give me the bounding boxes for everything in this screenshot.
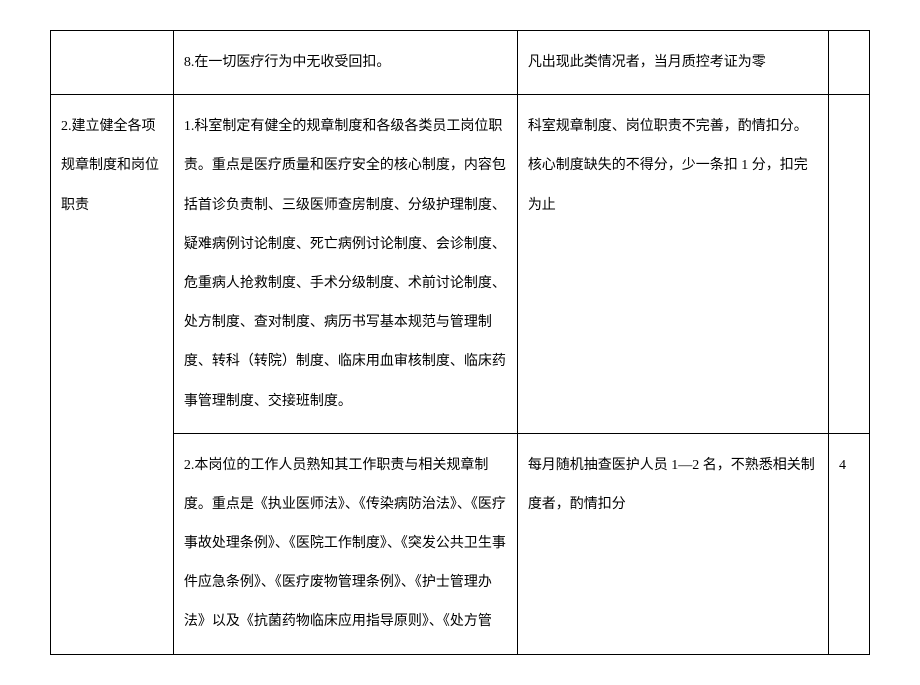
cell-criteria: 凡出现此类情况者，当月质控考证为零 xyxy=(517,31,828,95)
table-row: 8.在一切医疗行为中无收受回扣。 凡出现此类情况者，当月质控考证为零 xyxy=(51,31,870,95)
table-row: 2.建立健全各项规章制度和岗位职责 1.科室制定有健全的规章制度和各级各类员工岗… xyxy=(51,95,870,434)
table-row: 2.本岗位的工作人员熟知其工作职责与相关规章制度。重点是《执业医师法》、《传染病… xyxy=(51,433,870,654)
cell-content: 1.科室制定有健全的规章制度和各级各类员工岗位职责。重点是医疗质量和医疗安全的核… xyxy=(173,95,517,434)
cell-criteria: 科室规章制度、岗位职责不完善，酌情扣分。核心制度缺失的不得分，少一条扣 1 分，… xyxy=(517,95,828,434)
cell-score: 4 xyxy=(829,433,870,654)
cell-score xyxy=(829,31,870,95)
cell-category: 2.建立健全各项规章制度和岗位职责 xyxy=(51,95,174,654)
regulations-table: 8.在一切医疗行为中无收受回扣。 凡出现此类情况者，当月质控考证为零 2.建立健… xyxy=(50,30,870,655)
cell-criteria: 每月随机抽查医护人员 1—2 名，不熟悉相关制度者，酌情扣分 xyxy=(517,433,828,654)
cell-content: 2.本岗位的工作人员熟知其工作职责与相关规章制度。重点是《执业医师法》、《传染病… xyxy=(173,433,517,654)
cell-category xyxy=(51,31,174,95)
cell-content: 8.在一切医疗行为中无收受回扣。 xyxy=(173,31,517,95)
cell-score xyxy=(829,95,870,434)
